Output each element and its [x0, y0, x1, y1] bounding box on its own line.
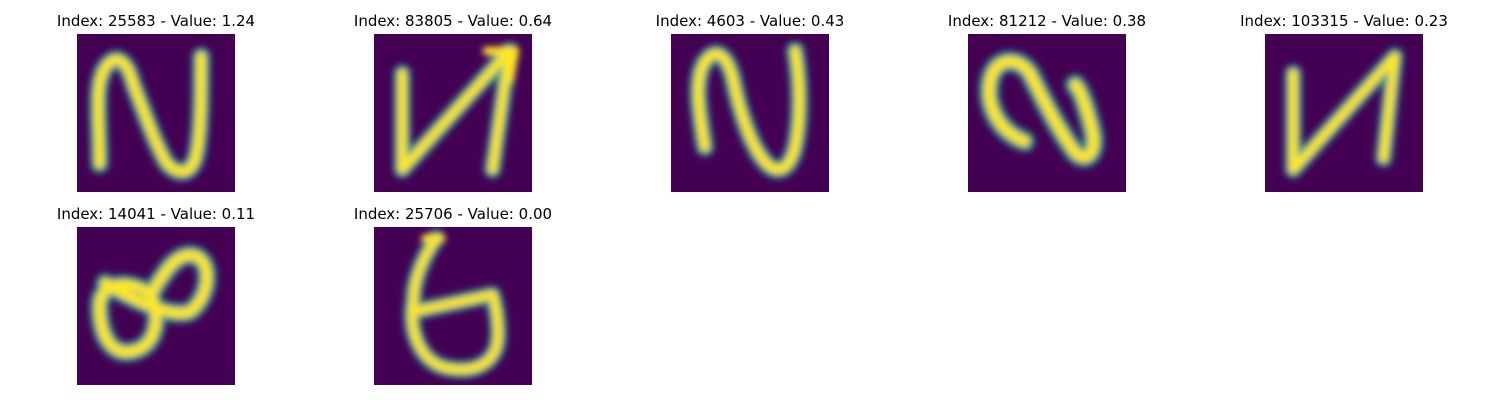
panel-title: Index: 14041 - Value: 0.11	[56, 205, 256, 223]
digit-n-icon	[1265, 34, 1423, 192]
image-panel: Index: 103315 - Value: 0.23	[1219, 12, 1469, 197]
image-panel: Index: 81212 - Value: 0.38	[922, 12, 1172, 197]
image-panel: Index: 83805 - Value: 0.64	[328, 12, 578, 197]
digit-n-icon	[374, 34, 532, 192]
panel-title: Index: 25583 - Value: 1.24	[56, 12, 256, 30]
digit-8-icon	[77, 227, 235, 385]
digit-2-icon	[77, 34, 235, 192]
panel-title: Index: 83805 - Value: 0.64	[353, 12, 553, 30]
panel-title: Index: 81212 - Value: 0.38	[947, 12, 1147, 30]
panel-title: Index: 103315 - Value: 0.23	[1240, 12, 1448, 30]
image-panel: Index: 14041 - Value: 0.11	[31, 205, 281, 390]
digit-2-icon	[968, 34, 1126, 192]
panel-title: Index: 25706 - Value: 0.00	[353, 205, 553, 223]
image-panel: Index: 4603 - Value: 0.43	[625, 12, 875, 197]
digit-6-icon	[374, 227, 532, 385]
image-panel: Index: 25583 - Value: 1.24	[31, 12, 281, 197]
panel-title: Index: 4603 - Value: 0.43	[655, 12, 845, 30]
image-panel: Index: 25706 - Value: 0.00	[328, 205, 578, 390]
digit-2-icon	[671, 34, 829, 192]
